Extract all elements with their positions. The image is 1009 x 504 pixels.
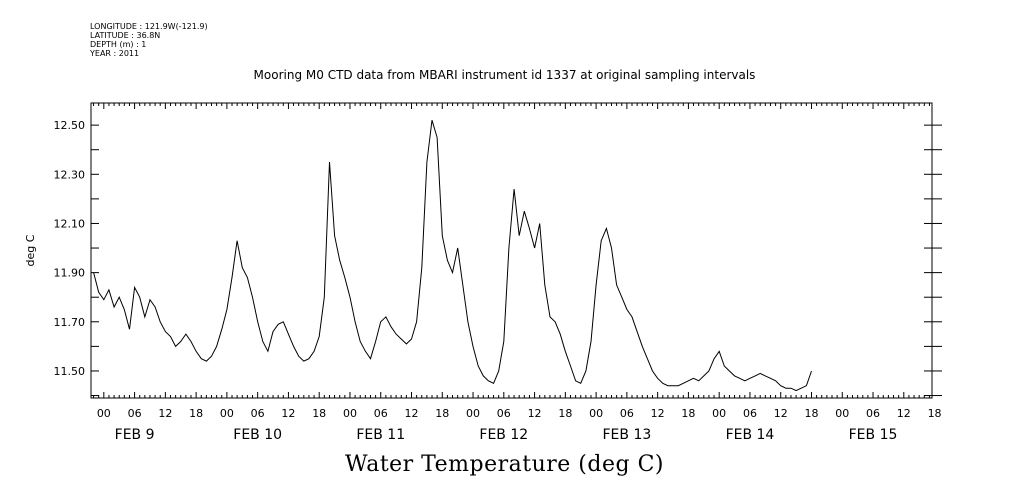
x-tick-label: 12 — [405, 407, 419, 420]
day-label: FEB 15 — [849, 427, 898, 443]
temperature-series-line — [93, 120, 812, 392]
day-label: FEB 13 — [602, 427, 651, 443]
x-tick-label: 06 — [128, 407, 142, 420]
x-tick-label: 12 — [651, 407, 665, 420]
x-tick-label: 18 — [189, 407, 203, 420]
x-tick-label: 12 — [774, 407, 788, 420]
x-tick-label: 06 — [251, 407, 265, 420]
y-tick-label: 12.10 — [54, 217, 86, 230]
y-tick-label: 12.50 — [54, 119, 86, 132]
x-tick-label: 18 — [928, 407, 942, 420]
x-tick-label: 00 — [466, 407, 480, 420]
latitude-text: LATITUDE : 36.8N — [90, 31, 161, 40]
x-tick-label: 18 — [804, 407, 818, 420]
y-tick-label: 11.50 — [54, 365, 86, 378]
x-tick-label: 06 — [743, 407, 757, 420]
x-tick-label: 12 — [281, 407, 295, 420]
x-tick-label: 12 — [158, 407, 172, 420]
bottom-title: Water Temperature (deg C) — [345, 452, 664, 477]
plot-frame — [90, 102, 933, 399]
x-tick-label: 12 — [528, 407, 542, 420]
x-tick-label: 06 — [620, 407, 634, 420]
day-label: FEB 9 — [115, 427, 155, 443]
y-tick-label: 11.90 — [54, 267, 86, 280]
year-text: YEAR : 2011 — [90, 49, 140, 58]
x-tick-label: 00 — [220, 407, 234, 420]
longitude-text: LONGITUDE : 121.9W(-121.9) — [90, 22, 208, 31]
x-tick-label: 18 — [558, 407, 572, 420]
day-label: FEB 14 — [726, 427, 775, 443]
day-label: FEB 12 — [479, 427, 528, 443]
x-tick-label: 06 — [497, 407, 511, 420]
mooring-metadata: LONGITUDE : 121.9W(-121.9) LATITUDE : 36… — [90, 22, 208, 58]
x-tick-label: 06 — [374, 407, 388, 420]
x-tick-label: 00 — [343, 407, 357, 420]
chart-title: Mooring M0 CTD data from MBARI instrumen… — [253, 68, 756, 82]
x-tick-label: 00 — [97, 407, 111, 420]
day-label: FEB 10 — [233, 427, 282, 443]
x-tick-label: 18 — [435, 407, 449, 420]
y-tick-label: 11.70 — [54, 316, 86, 329]
day-label: FEB 11 — [356, 427, 405, 443]
x-tick-label: 18 — [681, 407, 695, 420]
x-tick-label: 00 — [835, 407, 849, 420]
y-tick-label: 12.30 — [54, 168, 86, 181]
x-tick-label: 18 — [312, 407, 326, 420]
y-axis-label: deg C — [24, 234, 37, 266]
x-tick-label: 12 — [897, 407, 911, 420]
x-tick-label: 06 — [866, 407, 880, 420]
x-tick-label: 00 — [589, 407, 603, 420]
depth-text: DEPTH (m) : 1 — [90, 40, 147, 49]
x-tick-label: 00 — [712, 407, 726, 420]
